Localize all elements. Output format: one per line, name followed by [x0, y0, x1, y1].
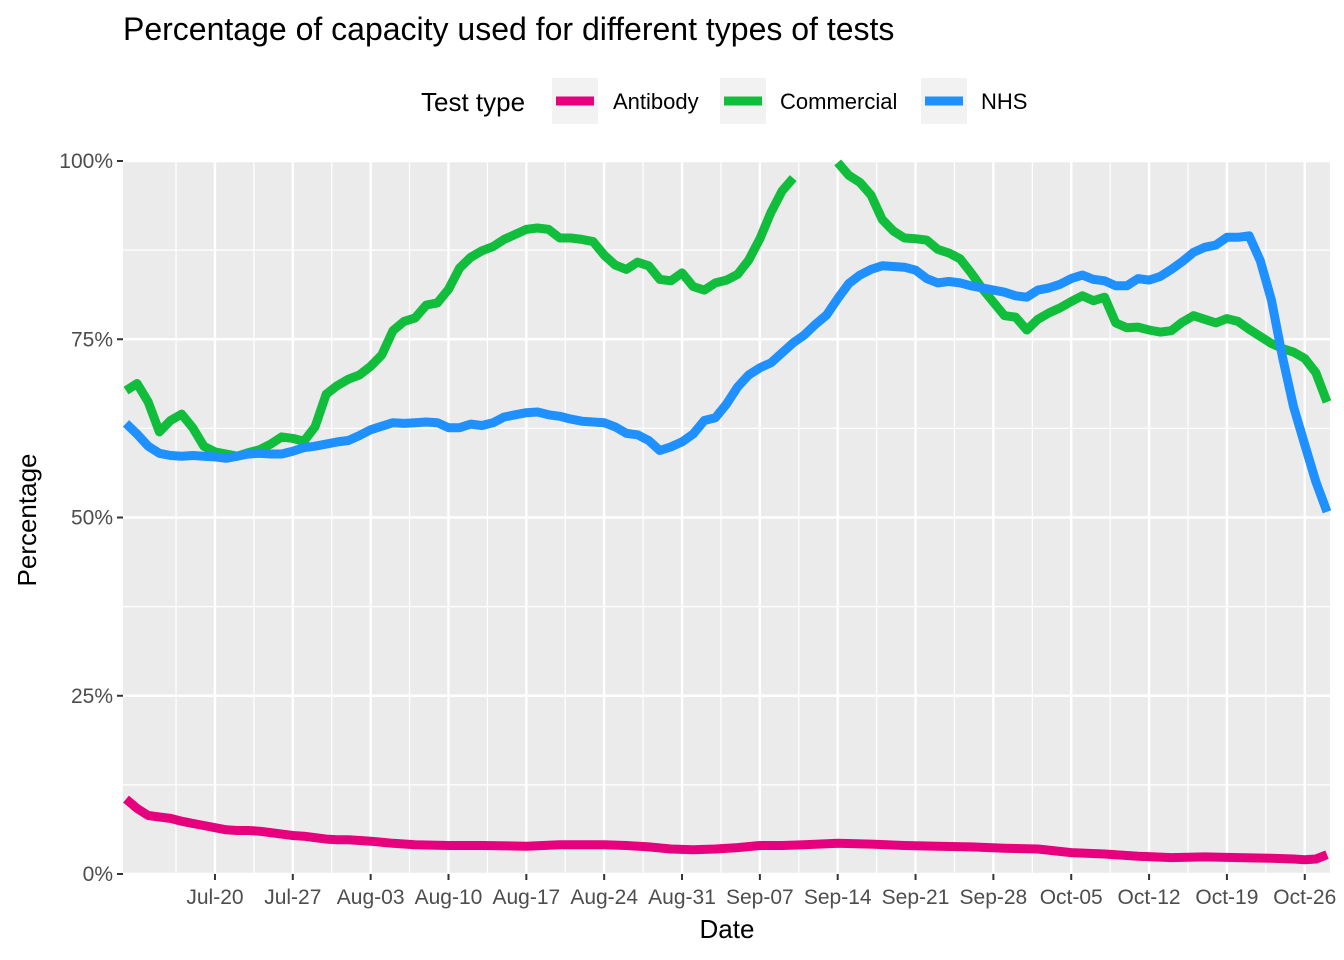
x-tick-label: Oct-12 [1118, 886, 1181, 909]
legend-label: NHS [981, 89, 1027, 114]
series-line [834, 159, 1332, 404]
y-axis-title: Percentage [12, 454, 42, 587]
x-tick-label: Aug-31 [648, 886, 716, 909]
x-tick-label: Oct-05 [1040, 886, 1103, 909]
x-tick-label: Sep-14 [804, 886, 872, 909]
x-tick-label: Aug-10 [415, 886, 483, 909]
y-axis: 0% 25% 50% 75% 100% [59, 150, 123, 886]
x-tick-label: Oct-26 [1273, 886, 1336, 909]
series-line [123, 795, 1329, 865]
x-axis-title: Date [700, 914, 755, 944]
x-tick-label: Aug-24 [570, 886, 638, 909]
x-tick-label: Jul-20 [186, 886, 243, 909]
y-tick-label: 0% [83, 863, 113, 886]
x-tick-label: Jul-27 [264, 886, 321, 909]
legend-label: Commercial [780, 89, 897, 114]
chart-title: Percentage of capacity used for differen… [123, 11, 894, 47]
series-line [122, 231, 1332, 514]
x-tick-label: Sep-07 [726, 886, 794, 909]
x-tick-label: Aug-17 [492, 886, 560, 909]
x-tick-label: Sep-28 [960, 886, 1028, 909]
series-lines [122, 159, 1332, 865]
grid [123, 159, 1330, 876]
x-axis: Jul-20 Jul-27 Aug-03 Aug-10 Aug-17 Aug-24 Aug-… [186, 874, 1336, 909]
legend: Test type Antibody Commercial NHS [421, 78, 1027, 124]
series-nhs [122, 231, 1332, 514]
x-tick-label: Sep-21 [882, 886, 950, 909]
y-tick-label: 100% [59, 150, 113, 173]
y-tick-label: 75% [71, 328, 113, 351]
series-antibody [123, 795, 1329, 865]
legend-label: Antibody [613, 89, 699, 114]
x-tick-label: Aug-03 [337, 886, 405, 909]
x-tick-label: Oct-19 [1195, 886, 1258, 909]
legend-title: Test type [421, 87, 525, 117]
y-tick-label: 25% [71, 685, 113, 708]
y-tick-label: 50% [71, 507, 113, 530]
